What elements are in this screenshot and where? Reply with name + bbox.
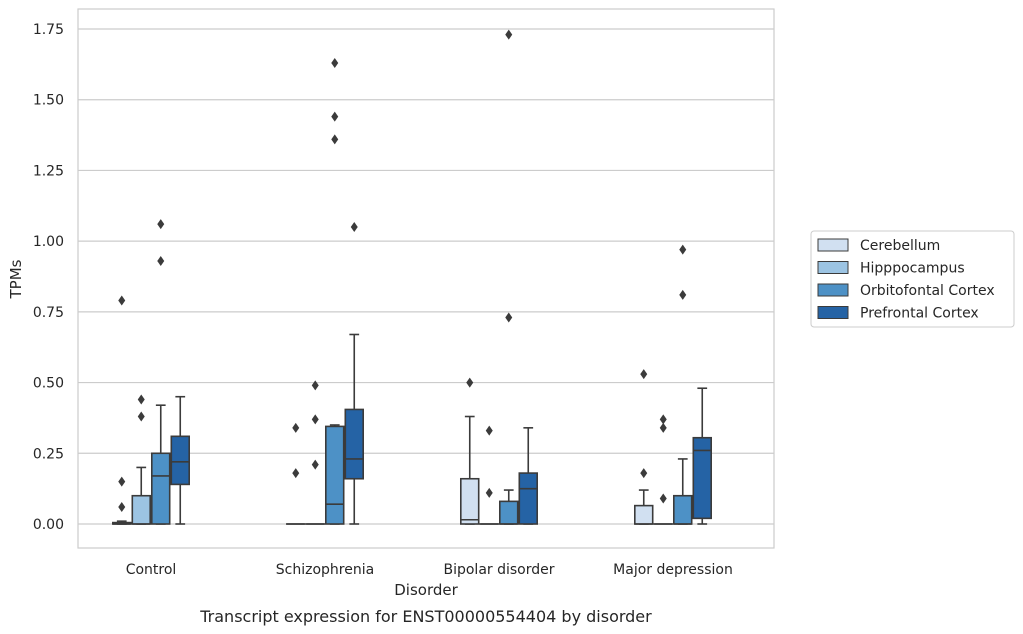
x-tick-label: Control [126,562,177,578]
legend: Cerebellum Hipppocampus Orbitofontal Corte… [810,230,1015,328]
outlier-point [659,414,667,425]
box-body [692,436,712,520]
legend-swatch [817,283,849,297]
box-body [633,504,654,525]
x-tick-labels: Control Schizophrenia Bipolar disorder Majo… [126,562,733,578]
box-cerebellum [112,295,132,525]
legend-label: Orbitofontal Cortex [860,283,995,299]
box-prefrontal-cortex [692,387,712,525]
outlier-point [350,222,358,232]
outlier-point [311,414,319,425]
box-body [518,472,538,525]
y-axis-title: TPMs [7,259,25,299]
box-body [151,452,171,525]
legend-label: Prefrontal Cortex [860,306,979,322]
outlier-point [292,468,300,479]
legend-swatch [817,261,849,274]
x-axis-title: Disorder [394,581,458,599]
box-body [131,494,152,525]
y-tick-label: 0.50 [33,376,64,392]
outlier-point [311,380,319,391]
y-tick-label: 1.75 [33,22,64,38]
x-tick-label: Schizophrenia [276,562,374,578]
outlier-point [640,369,648,380]
outlier-point [505,312,513,323]
box-body [498,500,519,525]
legend-swatch [817,306,849,319]
box-hipppocampus [131,394,152,525]
plot-boxes [112,29,712,525]
x-tick-label: Bipolar disorder [443,562,554,578]
y-tick-label: 1.25 [33,163,64,179]
box-cerebellum [285,422,306,525]
outlier-point [485,487,493,498]
outlier-point [659,493,667,504]
box-orbitofontal-cortex [672,244,693,525]
legend-label: Cerebellum [860,238,940,254]
outlier-point [311,459,319,470]
box-prefrontal-cortex [518,427,538,525]
box-orbitofontal-cortex [324,57,345,525]
outlier-point [331,57,339,68]
outlier-point [331,111,339,122]
outlier-point [118,295,126,306]
outlier-point [137,411,145,422]
box-orbitofontal-cortex [498,29,519,525]
y-tick-label: 0.25 [33,446,64,462]
outlier-point [485,425,493,436]
y-tick-label: 1.50 [33,93,64,109]
box-body [672,494,693,525]
outlier-point [331,134,339,145]
outlier-point [118,476,126,487]
outlier-point [157,219,165,230]
outlier-point [157,255,165,266]
outlier-point [137,394,145,405]
box-hipppocampus [479,425,499,525]
outlier-point [659,422,667,433]
box-hipppocampus [305,380,325,525]
gridlines [78,28,774,525]
x-tick-label: Major depression [613,562,733,578]
y-tick-label: 0.00 [33,517,64,533]
legend-label: Hipppocampus [860,261,965,277]
outlier-point [292,422,300,433]
outlier-point [679,289,687,300]
outlier-point [118,502,126,513]
outlier-point [466,377,474,388]
box-body [324,425,345,525]
box-prefrontal-cortex [344,222,364,525]
box-cerebellum [633,369,654,525]
box-body [170,435,191,486]
legend-frame [810,230,1015,328]
y-tick-label: 1.00 [33,234,64,250]
outlier-point [679,244,687,255]
box-body [344,408,364,480]
outlier-point [640,468,648,479]
box-prefrontal-cortex [170,395,191,525]
legend-swatch [817,238,849,252]
box-cerebellum [459,377,480,525]
box-hipppocampus [653,414,673,525]
plot-frame [77,8,775,549]
y-tick-label: 0.75 [33,305,64,321]
box-orbitofontal-cortex [151,219,171,525]
outlier-point [505,29,513,40]
box-body [459,477,480,525]
chart-caption: Transcript expression for ENST0000055440… [199,607,652,626]
y-tick-labels: 0.00 0.25 0.50 0.75 1.00 1.25 1.50 1.75 [33,22,64,533]
